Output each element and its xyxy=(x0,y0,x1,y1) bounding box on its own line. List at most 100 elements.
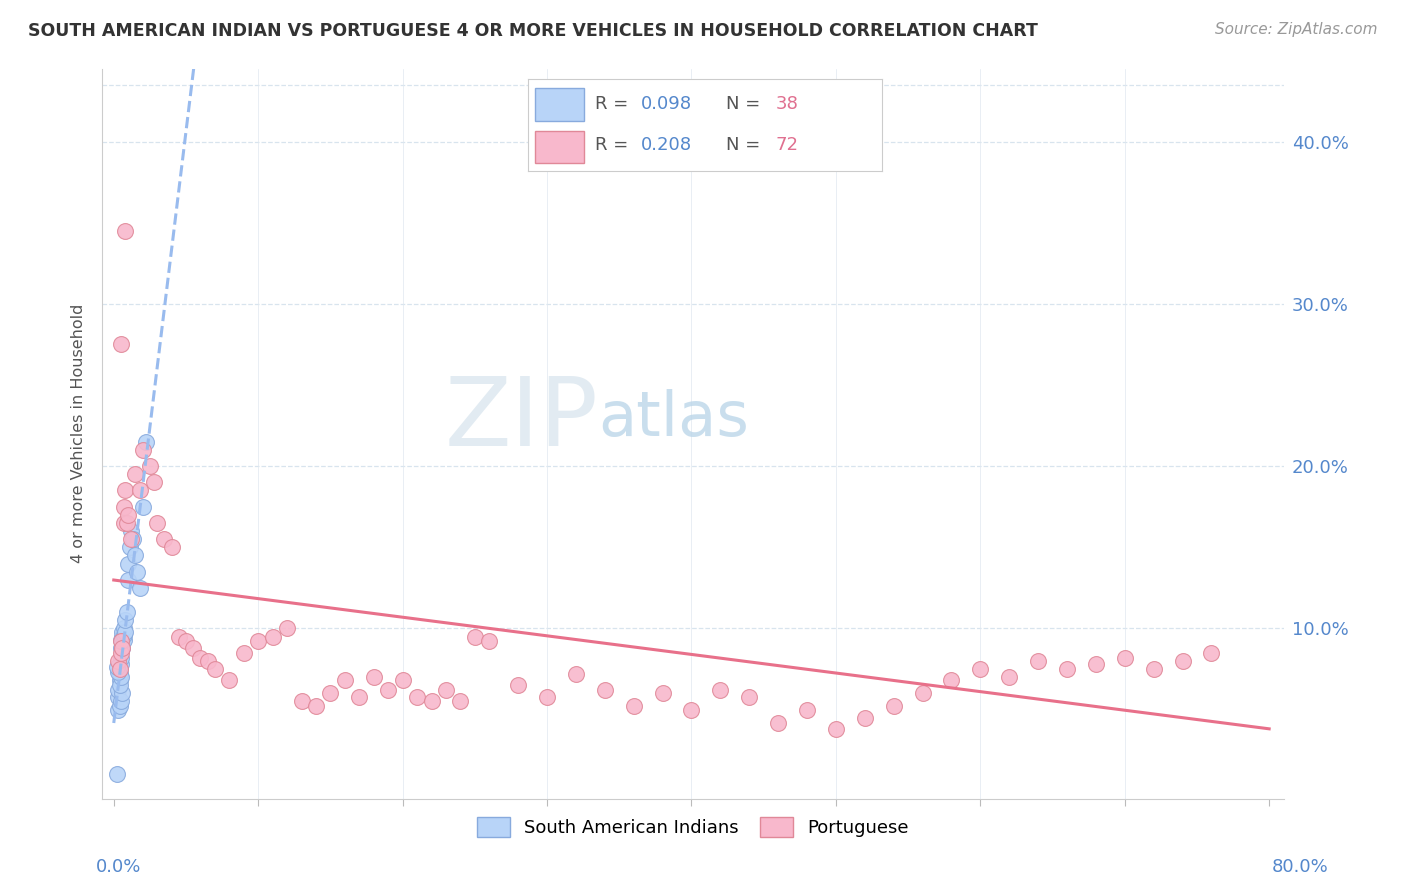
Point xyxy=(110,646,132,660)
Point xyxy=(110,337,132,351)
Text: atlas: atlas xyxy=(599,389,749,449)
Point xyxy=(110,694,132,708)
Text: 0.0%: 0.0% xyxy=(96,858,141,876)
Point xyxy=(114,613,136,627)
Point xyxy=(941,673,963,688)
Point xyxy=(105,767,128,781)
Point xyxy=(160,541,183,555)
Point xyxy=(131,500,153,514)
Point xyxy=(120,532,142,546)
Point xyxy=(135,434,157,449)
Point xyxy=(108,678,131,692)
Point xyxy=(114,483,136,498)
Point xyxy=(107,683,129,698)
Point xyxy=(131,442,153,457)
Point xyxy=(112,516,135,530)
Point xyxy=(262,630,284,644)
Point xyxy=(911,686,934,700)
Point xyxy=(110,634,132,648)
Point xyxy=(391,673,413,688)
Text: Source: ZipAtlas.com: Source: ZipAtlas.com xyxy=(1215,22,1378,37)
Point xyxy=(363,670,385,684)
Point xyxy=(883,699,905,714)
Point xyxy=(1084,657,1107,672)
Point xyxy=(111,634,134,648)
Point xyxy=(111,630,134,644)
Point xyxy=(128,581,150,595)
Point xyxy=(117,573,139,587)
Point xyxy=(319,686,342,700)
Point xyxy=(117,508,139,522)
Point xyxy=(1026,654,1049,668)
Point xyxy=(108,662,131,676)
Point xyxy=(112,622,135,636)
Point xyxy=(738,690,761,704)
Point xyxy=(110,650,132,665)
Point xyxy=(105,660,128,674)
Point xyxy=(111,640,134,655)
Point xyxy=(110,640,132,655)
Point xyxy=(128,483,150,498)
Y-axis label: 4 or more Vehicles in Household: 4 or more Vehicles in Household xyxy=(72,304,86,564)
Point xyxy=(108,673,131,688)
Point xyxy=(1201,646,1223,660)
Point xyxy=(333,673,356,688)
Point xyxy=(232,646,254,660)
Point xyxy=(174,634,197,648)
Point xyxy=(108,662,131,676)
Point xyxy=(406,690,429,704)
Point xyxy=(853,711,876,725)
Point xyxy=(766,715,789,730)
Point xyxy=(247,634,270,648)
Legend: South American Indians, Portuguese: South American Indians, Portuguese xyxy=(470,809,915,845)
Point xyxy=(969,662,991,676)
Point xyxy=(124,467,146,482)
Point xyxy=(593,683,616,698)
Point xyxy=(110,657,132,672)
Point xyxy=(796,702,818,716)
Point xyxy=(508,678,530,692)
Point xyxy=(110,632,132,647)
Point xyxy=(118,541,141,555)
Point xyxy=(276,622,298,636)
Point xyxy=(478,634,501,648)
Point xyxy=(114,224,136,238)
Point xyxy=(1143,662,1166,676)
Point xyxy=(637,118,659,132)
Point xyxy=(181,640,204,655)
Point xyxy=(349,690,371,704)
Point xyxy=(143,475,166,490)
Point xyxy=(107,654,129,668)
Text: ZIP: ZIP xyxy=(444,373,599,466)
Text: 80.0%: 80.0% xyxy=(1272,858,1329,876)
Point xyxy=(107,690,129,704)
Point xyxy=(204,662,226,676)
Point xyxy=(1171,654,1194,668)
Point xyxy=(190,650,212,665)
Point xyxy=(112,628,135,642)
Text: SOUTH AMERICAN INDIAN VS PORTUGUESE 4 OR MORE VEHICLES IN HOUSEHOLD CORRELATION : SOUTH AMERICAN INDIAN VS PORTUGUESE 4 OR… xyxy=(28,22,1038,40)
Point xyxy=(110,670,132,684)
Point xyxy=(114,624,136,639)
Point xyxy=(464,630,486,644)
Point xyxy=(218,673,240,688)
Point xyxy=(420,694,443,708)
Point xyxy=(111,686,134,700)
Point xyxy=(112,500,135,514)
Point xyxy=(1114,650,1136,665)
Point xyxy=(377,683,399,698)
Point xyxy=(536,690,558,704)
Point xyxy=(107,702,129,716)
Point xyxy=(305,699,328,714)
Point xyxy=(111,640,134,655)
Point xyxy=(681,702,703,716)
Point xyxy=(565,666,588,681)
Point xyxy=(108,666,131,681)
Point xyxy=(120,524,142,538)
Point xyxy=(124,549,146,563)
Point xyxy=(825,722,848,736)
Point xyxy=(115,605,138,619)
Point xyxy=(108,699,131,714)
Point xyxy=(449,694,471,708)
Point xyxy=(623,699,645,714)
